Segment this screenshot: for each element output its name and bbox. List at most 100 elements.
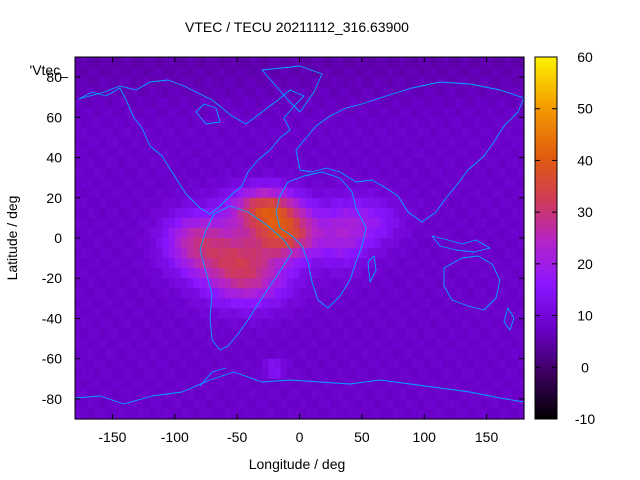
- heat-cell: [324, 187, 332, 199]
- heat-cell: [293, 67, 301, 78]
- heat-cell: [349, 107, 357, 118]
- heat-cell: [461, 408, 469, 420]
- heat-cell: [87, 258, 95, 269]
- heat-cell: [474, 318, 481, 330]
- heat-cell: [474, 388, 481, 400]
- heat-cell: [93, 127, 101, 139]
- heat-cell: [224, 137, 232, 149]
- heat-cell: [124, 258, 132, 269]
- heat-cell: [99, 127, 107, 139]
- heat-cell: [505, 248, 513, 259]
- heat-cell: [318, 248, 326, 259]
- heat-cell: [305, 107, 313, 118]
- heat-cell: [118, 368, 126, 380]
- heat-cell: [355, 348, 363, 360]
- heat-cell: [411, 227, 419, 239]
- heat-cell: [287, 87, 294, 98]
- heat-cell: [193, 157, 201, 169]
- heat-cell: [212, 238, 220, 249]
- heat-cell: [449, 67, 457, 78]
- heat-cell: [224, 348, 232, 360]
- heat-cell: [112, 217, 120, 229]
- heat-cell: [218, 308, 226, 320]
- heat-cell: [249, 197, 257, 209]
- heat-cell: [124, 77, 132, 88]
- heat-cell: [174, 127, 182, 139]
- heat-cell: [137, 388, 145, 400]
- heat-cell: [106, 177, 114, 189]
- heat-cell: [174, 398, 182, 410]
- heat-cell: [311, 217, 319, 229]
- heat-cell: [255, 338, 263, 350]
- heat-cell: [193, 298, 201, 309]
- heat-cell: [336, 268, 344, 279]
- heat-cell: [99, 338, 107, 350]
- heat-cell: [374, 107, 382, 118]
- heat-cell: [505, 398, 513, 410]
- heat-cell: [199, 117, 207, 128]
- heat-cell: [343, 238, 350, 249]
- heat-cell: [436, 227, 444, 239]
- heat-cell: [118, 348, 126, 360]
- heat-cell: [293, 258, 301, 269]
- heat-cell: [218, 87, 226, 98]
- heat-cell: [181, 348, 188, 360]
- heat-cell: [393, 308, 400, 320]
- heat-cell: [218, 57, 226, 68]
- heat-cell: [143, 398, 151, 410]
- heat-cell: [249, 177, 257, 189]
- y-tick-label: -80: [42, 391, 62, 407]
- heat-cell: [262, 378, 269, 390]
- heat-cell: [112, 87, 120, 98]
- heat-cell: [106, 318, 114, 330]
- heat-cell: [455, 308, 463, 320]
- heat-cell: [336, 308, 344, 320]
- heat-cell: [467, 268, 475, 279]
- heat-cell: [368, 117, 375, 128]
- heat-cell: [243, 328, 251, 340]
- heat-cell: [274, 278, 282, 289]
- heat-cell: [368, 328, 375, 340]
- heat-cell: [318, 308, 326, 320]
- heat-cell: [417, 368, 425, 380]
- heat-cell: [324, 167, 332, 179]
- heat-cell: [336, 117, 344, 128]
- heat-cell: [517, 167, 525, 179]
- heat-cell: [336, 298, 344, 309]
- heat-cell: [280, 127, 288, 139]
- heat-cell: [212, 268, 220, 279]
- heat-cell: [212, 67, 220, 78]
- heat-cell: [75, 77, 82, 88]
- heat-cell: [474, 107, 481, 118]
- heat-cell: [99, 368, 107, 380]
- heat-cell: [174, 308, 182, 320]
- heat-cell: [212, 217, 220, 229]
- heat-cell: [386, 207, 394, 219]
- heat-cell: [181, 308, 188, 320]
- heat-cell: [262, 87, 269, 98]
- heat-cell: [193, 358, 201, 370]
- heat-cell: [156, 107, 163, 118]
- heat-cell: [143, 217, 151, 229]
- heat-cell: [330, 268, 338, 279]
- heat-cell: [517, 197, 525, 209]
- heat-cell: [99, 378, 107, 390]
- heat-cell: [93, 338, 101, 350]
- heat-cell: [461, 388, 469, 400]
- heat-cell: [112, 187, 120, 199]
- heat-cell: [299, 77, 307, 88]
- heat-cell: [355, 308, 363, 320]
- heat-cell: [112, 77, 120, 88]
- heat-cell: [517, 157, 525, 169]
- heat-cell: [311, 278, 319, 289]
- heat-cell: [199, 87, 207, 98]
- heat-cell: [486, 278, 494, 289]
- heat-cell: [75, 258, 82, 269]
- y-tick-label: -60: [42, 351, 62, 367]
- heat-cell: [393, 248, 400, 259]
- heat-cell: [424, 338, 432, 350]
- heat-cell: [467, 227, 475, 239]
- heat-cell: [474, 207, 481, 219]
- heat-cell: [274, 217, 282, 229]
- heat-cell: [293, 338, 301, 350]
